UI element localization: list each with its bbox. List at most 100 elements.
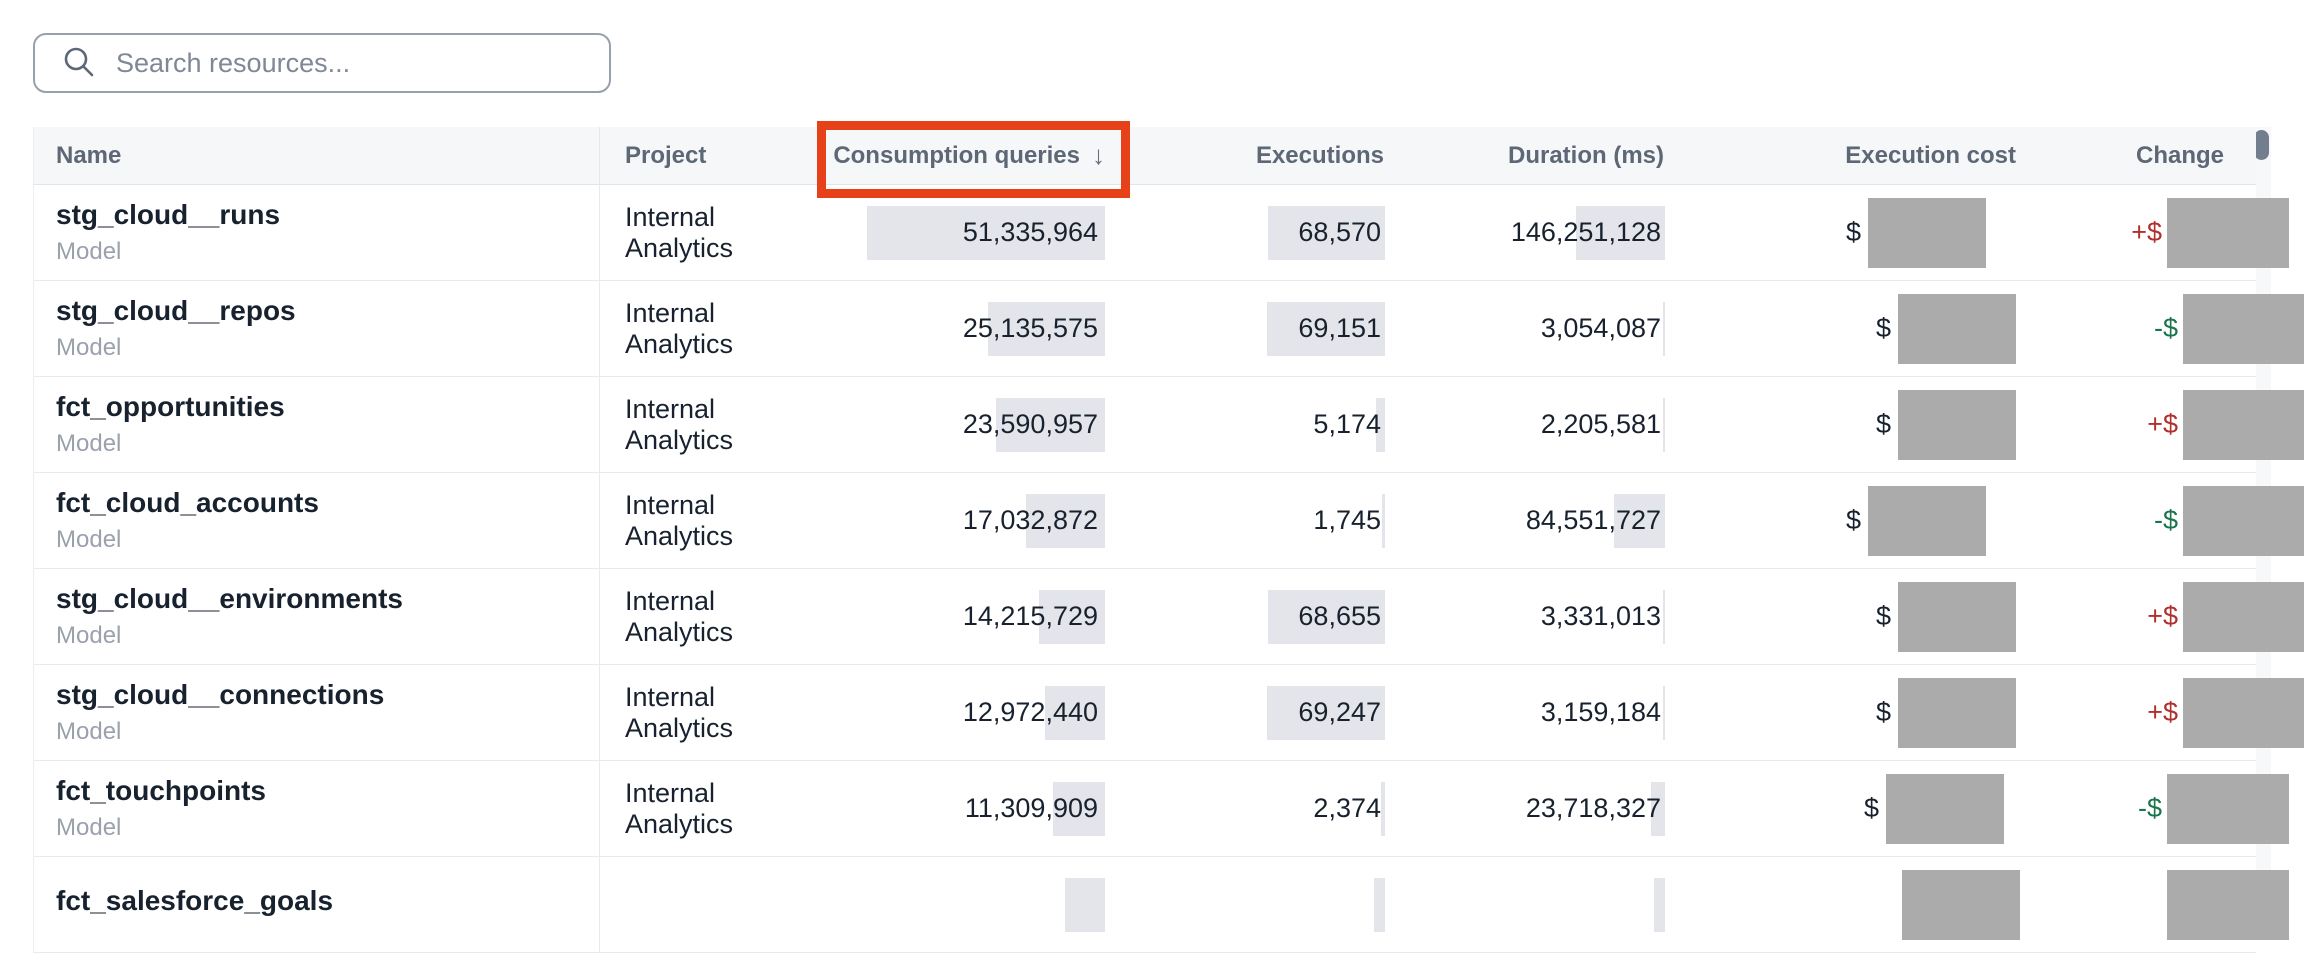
table-row[interactable]: stg_cloud__repos Model Internal Analytic… (34, 281, 2304, 377)
consumption-value: 51,335,964 (962, 217, 1098, 247)
project-value: Internal Analytics (625, 777, 734, 839)
redacted-cost-value (1902, 869, 2020, 940)
consumption-queries-cell: 51,335,964 (819, 185, 1131, 280)
cost-dollar-prefix: $ (1845, 217, 1861, 247)
change-cell: -$ (2061, 473, 2304, 568)
table-row[interactable]: fct_salesforce_goals (34, 857, 2289, 953)
duration-value-bar (1576, 205, 1665, 260)
duration-value-bar (1654, 877, 1665, 932)
resource-name[interactable]: fct_cloud_accounts (56, 487, 319, 518)
header-label: Executions (1255, 141, 1384, 169)
consumption-value: 11,309,909 (964, 793, 1098, 823)
table-row[interactable]: fct_cloud_accounts Model Internal Analyt… (34, 473, 2304, 569)
execution-cost-cell: $ (1681, 185, 2061, 280)
executions-value: 68,570 (1298, 217, 1381, 247)
executions-cell: 5,174 (1131, 377, 1401, 472)
change-prefix: -$ (2153, 313, 2178, 343)
header-cell-executions[interactable]: Executions (1131, 127, 1401, 184)
duration-value-bar (1663, 685, 1665, 740)
duration-cell: 146,251,128 (1401, 185, 1681, 280)
header-cell-duration[interactable]: Duration (ms) (1401, 127, 1681, 184)
cost-dollar-prefix: $ (1845, 505, 1861, 535)
project-cell: Internal Analytics (599, 473, 819, 568)
header-label: Duration (ms) (1508, 141, 1664, 169)
change-cell: -$ (2061, 761, 2289, 856)
execution-cost-cell: $ (1681, 665, 2061, 760)
consumption-value-bar (1065, 877, 1105, 932)
header-label: Name (56, 141, 122, 169)
executions-value: 69,151 (1298, 313, 1381, 343)
table-row[interactable]: fct_touchpoints Model Internal Analytics… (34, 761, 2289, 857)
executions-cell: 69,151 (1131, 281, 1401, 376)
duration-value-bar (1663, 397, 1665, 452)
resource-name[interactable]: stg_cloud__environments (56, 583, 403, 614)
header-cell-change[interactable]: Change (2061, 127, 2256, 184)
duration-value-bar (1613, 493, 1665, 548)
duration-value-bar (1663, 301, 1665, 356)
redacted-cost-value (1886, 773, 2004, 844)
name-cell: stg_cloud__repos Model (34, 281, 599, 376)
header-cell-execution-cost[interactable]: Execution cost (1681, 127, 2061, 184)
duration-value: 146,251,128 (1510, 217, 1661, 247)
header-label: Execution cost (1845, 141, 2016, 169)
resource-type: Model (56, 238, 122, 265)
change-cell: +$ (2061, 377, 2304, 472)
redacted-change-value (2167, 197, 2289, 268)
resource-name[interactable]: stg_cloud__repos (56, 295, 296, 326)
duration-cell: 2,205,581 (1401, 377, 1681, 472)
header-label: Change (2135, 141, 2224, 169)
change-prefix: +$ (2131, 217, 2162, 247)
resource-type: Model (56, 622, 122, 649)
name-cell: fct_touchpoints Model (34, 761, 599, 856)
sort-descending-icon[interactable]: ↓ (1092, 140, 1105, 170)
header-label: Project (625, 141, 707, 169)
table-row[interactable]: stg_cloud__environments Model Internal A… (34, 569, 2304, 665)
duration-cell: 3,159,184 (1401, 665, 1681, 760)
resource-name[interactable]: fct_touchpoints (56, 775, 266, 806)
header-cell-name[interactable]: Name (34, 127, 599, 184)
search-icon (64, 47, 94, 77)
execution-cost-cell: $ (1681, 281, 2061, 376)
resource-type: Model (56, 334, 122, 361)
consumption-queries-cell (819, 857, 1131, 952)
consumption-value: 14,215,729 (962, 601, 1098, 631)
executions-value-bar (1268, 589, 1385, 644)
resource-name[interactable]: stg_cloud__runs (56, 199, 281, 230)
cost-dollar-prefix: $ (1875, 601, 1891, 631)
change-prefix: +$ (2147, 409, 2178, 439)
consumption-queries-cell: 23,590,957 (819, 377, 1131, 472)
executions-value: 5,174 (1313, 409, 1381, 439)
table-body: stg_cloud__runs Model Internal Analytics… (34, 185, 2304, 953)
search-box[interactable] (33, 33, 611, 93)
table-header: Name Project Consumption queries ↓ Execu… (34, 127, 2256, 185)
redacted-cost-value (1898, 293, 2016, 364)
scrollbar-thumb[interactable] (2254, 130, 2269, 160)
name-cell: fct_opportunities Model (34, 377, 599, 472)
redacted-cost-value (1868, 197, 1986, 268)
executions-value: 68,655 (1298, 601, 1381, 631)
name-cell: stg_cloud__runs Model (34, 185, 599, 280)
project-value: Internal Analytics (625, 585, 734, 647)
table-row[interactable]: fct_opportunities Model Internal Analyti… (34, 377, 2304, 473)
redacted-cost-value (1898, 581, 2016, 652)
resource-name[interactable]: fct_opportunities (56, 391, 285, 422)
table-row[interactable]: stg_cloud__connections Model Internal An… (34, 665, 2304, 761)
executions-cell: 68,655 (1131, 569, 1401, 664)
redacted-change-value (2183, 677, 2304, 748)
change-prefix: +$ (2147, 601, 2178, 631)
resource-name[interactable]: stg_cloud__connections (56, 679, 385, 710)
executions-value-bar (1268, 205, 1385, 260)
executions-value-bar (1376, 397, 1385, 452)
resources-table: Name Project Consumption queries ↓ Execu… (33, 127, 2304, 953)
search-input[interactable] (114, 46, 598, 80)
executions-cell: 68,570 (1131, 185, 1401, 280)
header-cell-project[interactable]: Project (599, 127, 819, 184)
header-cell-consumption-queries[interactable]: Consumption queries ↓ (819, 127, 1131, 184)
execution-cost-cell: $ (1681, 761, 2061, 856)
resource-name[interactable]: fct_salesforce_goals (56, 885, 334, 916)
table-row[interactable]: stg_cloud__runs Model Internal Analytics… (34, 185, 2289, 281)
redacted-change-value (2183, 293, 2304, 364)
project-value: Internal Analytics (625, 393, 734, 455)
executions-cell: 69,247 (1131, 665, 1401, 760)
project-cell: Internal Analytics (599, 281, 819, 376)
